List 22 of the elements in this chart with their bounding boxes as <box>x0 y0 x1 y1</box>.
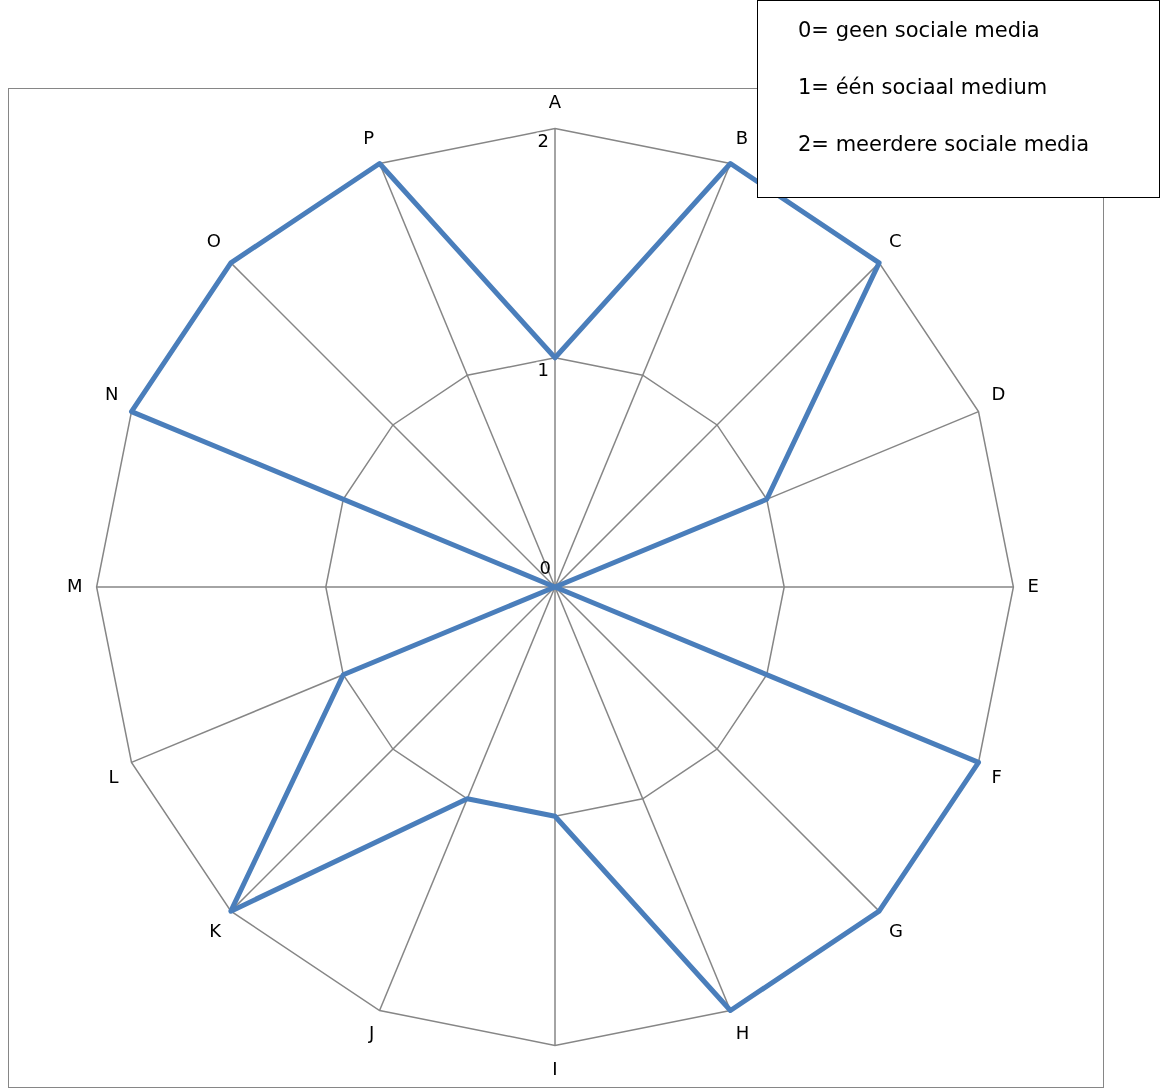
spoke-label: I <box>552 1057 558 1079</box>
spoke-label: B <box>735 127 749 149</box>
y-tick-label: 0 <box>539 556 551 578</box>
spoke-label: O <box>206 229 221 251</box>
spoke-label: L <box>108 766 119 788</box>
spoke-label: K <box>209 919 223 941</box>
spoke-label: P <box>363 127 375 149</box>
spoke-label: A <box>548 91 562 113</box>
y-tick-label: 1 <box>537 359 549 381</box>
spoke-label: E <box>1027 574 1039 596</box>
text: 2= meerdere sociale media <box>798 131 1091 158</box>
spoke-label: M <box>67 574 83 596</box>
y-tick-label: 2 <box>537 130 549 152</box>
text: 1= één sociaal medium <box>798 74 1049 101</box>
text: 0= geen sociale media <box>798 17 1041 44</box>
spoke-label: G <box>889 919 903 941</box>
spoke-label: D <box>991 383 1006 405</box>
spoke-label: J <box>367 1021 375 1043</box>
spoke-label: N <box>105 383 119 405</box>
spoke-label: F <box>991 766 1002 788</box>
spoke-label: C <box>889 229 902 251</box>
spoke-label: H <box>735 1021 750 1043</box>
